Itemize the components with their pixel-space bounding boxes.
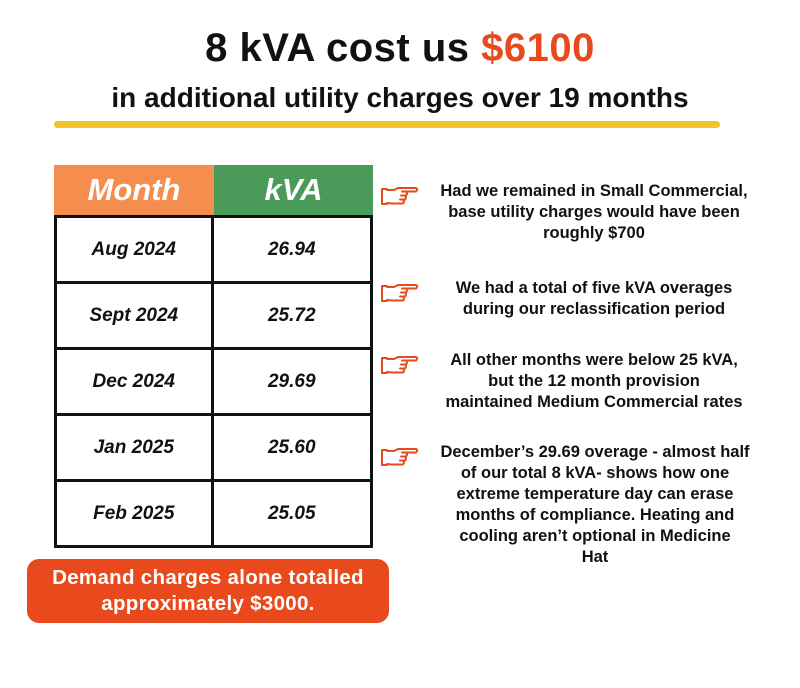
- note-line: extreme temperature day can erase: [456, 485, 734, 503]
- month-cell: Sept 2024: [57, 284, 214, 347]
- note-line: maintained Medium Commercial rates: [445, 393, 743, 411]
- table-row: Sept 2024 25.72: [57, 281, 370, 347]
- pointing-hand-icon: [381, 356, 419, 374]
- note-small-commercial: Had we remained in Small Commercial, bas…: [380, 181, 768, 244]
- table-body: Aug 2024 26.94 Sept 2024 25.72 Dec 2024 …: [54, 215, 373, 548]
- note-line: December’s 29.69 overage - almost half: [440, 443, 750, 461]
- title-underline: [54, 121, 720, 128]
- note-line: roughly $700: [543, 224, 645, 242]
- month-cell: Feb 2025: [57, 482, 214, 545]
- month-cell: Jan 2025: [57, 416, 214, 479]
- kva-cell: 25.72: [267, 304, 316, 326]
- kva-cell: 25.05: [267, 502, 316, 524]
- note-line: base utility charges would have been: [448, 203, 740, 221]
- note-line: of our total 8 kVA- shows how one: [460, 464, 730, 482]
- note-five-overages: We had a total of five kVA overages duri…: [380, 278, 768, 320]
- table-row: Feb 2025 25.05: [57, 479, 370, 545]
- page-subtitle: in additional utility charges over 19 mo…: [111, 82, 689, 113]
- note-line: during our reclassification period: [462, 300, 726, 318]
- note-line: months of compliance. Heating and: [455, 506, 735, 524]
- table-header: Month kVA: [54, 165, 373, 215]
- kva-cell: 29.69: [267, 370, 316, 392]
- pointing-hand-icon: [381, 284, 419, 302]
- note-line: All other months were below 25 kVA,: [450, 351, 738, 369]
- note-line: Had we remained in Small Commercial,: [440, 182, 748, 200]
- kva-cell: 26.94: [267, 238, 316, 260]
- month-cell: Dec 2024: [57, 350, 214, 413]
- month-cell: Aug 2024: [57, 218, 214, 281]
- note-line: cooling aren’t optional in Medicine: [459, 527, 731, 545]
- kva-column-header: kVA: [214, 165, 373, 215]
- table-row: Jan 2025 25.60: [57, 413, 370, 479]
- month-column-header: Month: [54, 165, 214, 215]
- banner-line-1: Demand charges alone totalled: [52, 566, 364, 589]
- title-amount: $6100: [481, 26, 595, 70]
- banner-line-2: approximately $3000.: [101, 592, 315, 615]
- note-december-overage: December’s 29.69 overage - almost half o…: [380, 442, 776, 568]
- table-row: Dec 2024 29.69: [57, 347, 370, 413]
- note-line: We had a total of five kVA overages: [455, 279, 733, 297]
- note-line: Hat: [581, 548, 609, 566]
- kva-cell: 25.60: [267, 436, 316, 458]
- pointing-hand-icon: [381, 448, 419, 466]
- note-12-month-provision: All other months were below 25 kVA, but …: [380, 350, 768, 413]
- pointing-hand-icon: [381, 187, 419, 205]
- title-prefix: 8 kVA cost us: [205, 26, 482, 70]
- kva-table: Month kVA Aug 2024 26.94 Sept 2024 25.72…: [54, 165, 373, 548]
- note-line: but the 12 month provision: [488, 372, 700, 390]
- demand-charges-banner: Demand charges alone totalled approximat…: [27, 559, 389, 623]
- table-row: Aug 2024 26.94: [57, 215, 370, 281]
- page-title: 8 kVA cost us $6100: [0, 26, 800, 71]
